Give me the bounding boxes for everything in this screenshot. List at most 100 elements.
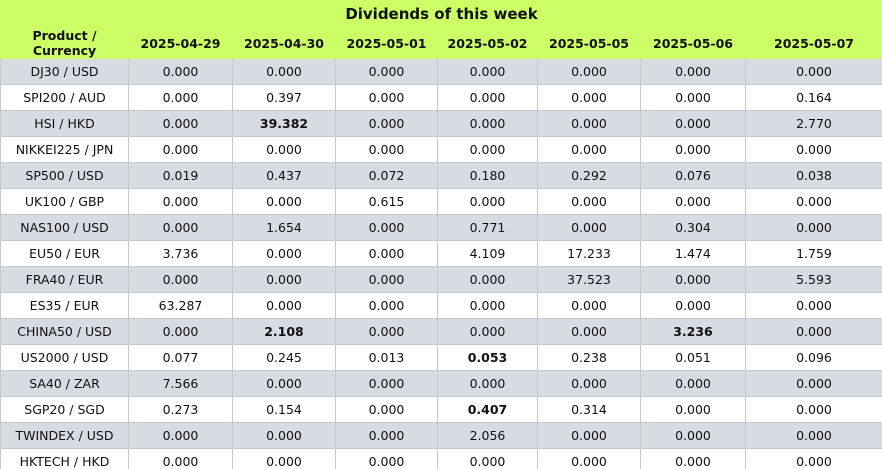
product-cell: UK100 / GBP	[0, 188, 129, 215]
dividend-cell: 0.000	[640, 266, 746, 293]
dividend-cell: 0.000	[335, 240, 438, 267]
dividend-cell: 0.077	[128, 344, 233, 371]
dividend-cell: 3.236	[640, 318, 746, 345]
product-cell: DJ30 / USD	[0, 58, 129, 85]
product-cell: ES35 / EUR	[0, 292, 129, 319]
dividend-cell: 4.109	[437, 240, 538, 267]
dividend-cell: 37.523	[537, 266, 641, 293]
dividend-cell: 0.000	[640, 136, 746, 163]
dividend-cell: 39.382	[232, 110, 336, 137]
dividend-cell: 0.000	[745, 136, 882, 163]
column-header: 2025-04-30	[232, 27, 336, 59]
dividend-cell: 0.000	[537, 370, 641, 397]
table-row: NIKKEI225 / JPN 0.000 0.000 0.000 0.000 0.000…	[0, 136, 882, 163]
dividend-cell: 0.053	[437, 344, 538, 371]
dividend-cell: 2.108	[232, 318, 336, 345]
dividend-cell: 0.019	[128, 162, 233, 189]
dividend-cell: 0.000	[437, 370, 538, 397]
dividend-cell: 0.154	[232, 396, 336, 423]
dividend-cell: 0.000	[335, 396, 438, 423]
table-body: DJ30 / USD 0.000 0.000 0.000 0.000 0.000 0.000…	[0, 58, 882, 469]
dividend-cell: 0.000	[232, 266, 336, 293]
dividend-cell: 0.000	[640, 370, 746, 397]
dividend-cell: 0.000	[335, 214, 438, 241]
dividend-cell: 0.180	[437, 162, 538, 189]
title-row: Dividends of this week	[0, 0, 882, 28]
table-row: TWINDEX / USD 0.000 0.000 0.000 2.056 0.000 0.…	[0, 422, 882, 449]
dividend-cell: 0.314	[537, 396, 641, 423]
dividend-cell: 1.759	[745, 240, 882, 267]
dividend-cell: 0.000	[537, 136, 641, 163]
table-row: SPI200 / AUD 0.000 0.397 0.000 0.000 0.000 0.0…	[0, 84, 882, 111]
dividend-cell: 0.000	[537, 422, 641, 449]
dividend-cell: 0.164	[745, 84, 882, 111]
dividend-cell: 1.474	[640, 240, 746, 267]
dividend-cell: 0.000	[640, 422, 746, 449]
table-title: Dividends of this week	[0, 0, 882, 28]
column-header: 2025-04-29	[128, 27, 233, 59]
dividend-cell: 0.000	[232, 240, 336, 267]
dividend-cell: 0.000	[745, 422, 882, 449]
dividend-cell: 0.000	[335, 448, 438, 469]
dividend-cell: 0.000	[640, 188, 746, 215]
product-cell: NIKKEI225 / JPN	[0, 136, 129, 163]
dividend-cell: 0.000	[640, 448, 746, 469]
dividend-cell: 0.000	[437, 318, 538, 345]
dividend-cell: 0.000	[335, 318, 438, 345]
dividend-cell: 0.000	[437, 266, 538, 293]
dividend-cell: 0.000	[640, 292, 746, 319]
dividend-cell: 0.072	[335, 162, 438, 189]
dividend-cell: 0.000	[232, 448, 336, 469]
dividend-cell: 1.654	[232, 214, 336, 241]
dividend-cell: 0.000	[437, 110, 538, 137]
dividend-cell: 2.770	[745, 110, 882, 137]
dividend-cell: 0.304	[640, 214, 746, 241]
dividend-cell: 0.000	[335, 110, 438, 137]
dividend-cell: 0.000	[537, 448, 641, 469]
dividend-cell: 0.000	[437, 58, 538, 85]
dividend-cell: 0.000	[537, 318, 641, 345]
dividend-cell: 0.000	[128, 136, 233, 163]
product-cell: US2000 / USD	[0, 344, 129, 371]
table-row: FRA40 / EUR 0.000 0.000 0.000 0.000 37.523 0.0…	[0, 266, 882, 293]
column-header: 2025-05-01	[335, 27, 438, 59]
dividend-cell: 63.287	[128, 292, 233, 319]
dividend-cell: 0.771	[437, 214, 538, 241]
product-cell: CHINA50 / USD	[0, 318, 129, 345]
table-row: HKTECH / HKD 0.000 0.000 0.000 0.000 0.000 0.0…	[0, 448, 882, 469]
dividend-cell: 0.000	[335, 422, 438, 449]
dividend-cell: 0.000	[232, 370, 336, 397]
product-cell: HKTECH / HKD	[0, 448, 129, 469]
dividend-cell: 0.000	[437, 448, 538, 469]
dividend-cell: 0.615	[335, 188, 438, 215]
product-cell: SPI200 / AUD	[0, 84, 129, 111]
dividend-cell: 0.000	[640, 84, 746, 111]
dividend-cell: 0.000	[232, 188, 336, 215]
dividend-cell: 0.000	[335, 84, 438, 111]
dividend-cell: 0.038	[745, 162, 882, 189]
dividend-cell: 0.292	[537, 162, 641, 189]
dividend-cell: 0.000	[537, 58, 641, 85]
product-cell: TWINDEX / USD	[0, 422, 129, 449]
table-row: NAS100 / USD 0.000 1.654 0.000 0.771 0.000 0.3…	[0, 214, 882, 241]
dividend-cell: 0.000	[335, 58, 438, 85]
dividend-cell: 0.000	[537, 292, 641, 319]
dividend-cell: 0.397	[232, 84, 336, 111]
product-cell: EU50 / EUR	[0, 240, 129, 267]
dividend-cell: 0.000	[745, 396, 882, 423]
dividend-cell: 0.000	[640, 58, 746, 85]
table-row: SP500 / USD 0.019 0.437 0.072 0.180 0.292 0.07…	[0, 162, 882, 189]
dividend-cell: 0.000	[537, 84, 641, 111]
dividend-cell: 0.000	[437, 188, 538, 215]
table-row: CHINA50 / USD 0.000 2.108 0.000 0.000 0.000 3.…	[0, 318, 882, 345]
dividend-cell: 0.000	[128, 110, 233, 137]
dividend-cell: 0.096	[745, 344, 882, 371]
dividend-cell: 0.000	[335, 292, 438, 319]
dividend-cell: 0.000	[437, 136, 538, 163]
dividend-cell: 17.233	[537, 240, 641, 267]
table-row: US2000 / USD 0.077 0.245 0.013 0.053 0.238 0.0…	[0, 344, 882, 371]
dividend-cell: 0.000	[640, 110, 746, 137]
dividend-cell: 0.000	[745, 188, 882, 215]
dividend-cell: 0.000	[640, 396, 746, 423]
dividend-cell: 0.437	[232, 162, 336, 189]
